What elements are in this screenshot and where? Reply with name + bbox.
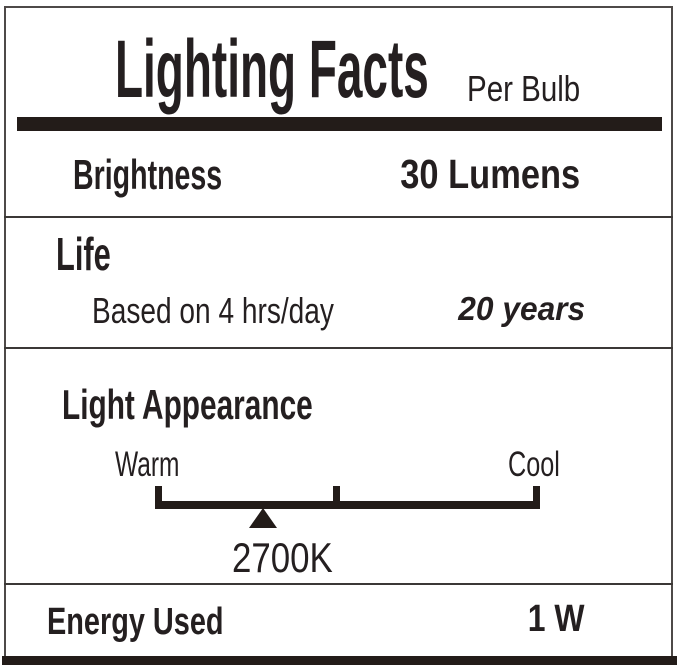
section-divider [4,583,673,585]
scale-tick-middle [333,486,340,509]
marker-triangle-icon [248,508,277,528]
brightness-value: 30 Lumens [400,151,580,197]
warm-label: Warm [115,445,180,484]
temperature-scale-bar [155,501,540,509]
energy-used-label: Energy Used [47,601,224,643]
per-bulb-label: Per Bulb [467,68,581,109]
brightness-label: Brightness [73,151,223,198]
scale-tick-left [155,486,162,509]
scale-tick-right [533,486,540,509]
bottom-bar [2,656,677,665]
life-basis-note: Based on 4 hrs/day [92,290,334,331]
energy-used-value: 1 W [528,598,585,640]
section-divider [4,347,673,349]
cool-label: Cool [508,445,560,484]
life-label: Life [56,228,111,280]
light-appearance-label: Light Appearance [62,381,313,428]
marker-value: 2700K [231,534,333,581]
label-title: Lighting Facts [115,24,429,115]
section-divider [4,216,673,218]
life-value: 20 years [458,290,585,327]
title-separator-bar [17,117,662,131]
